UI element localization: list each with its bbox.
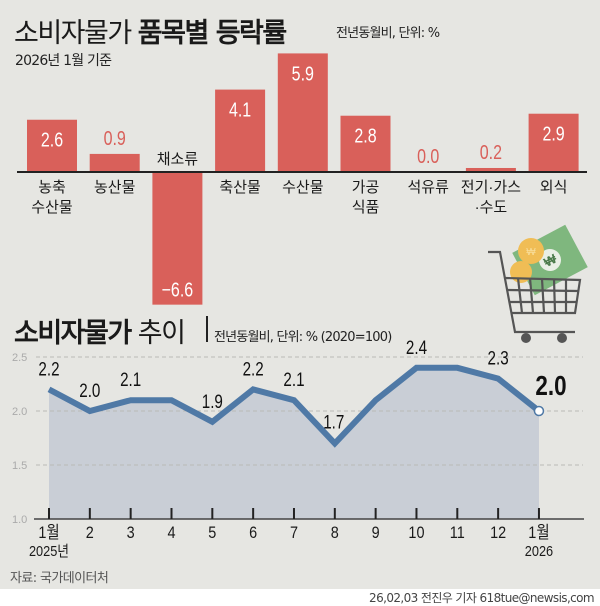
point-value-label: 2.0 — [79, 379, 100, 401]
area-fill — [49, 367, 539, 519]
x-tick-label: 1월 — [38, 523, 59, 542]
title-regular: 소비자물가 — [14, 18, 138, 49]
bar — [152, 172, 203, 305]
x-tick-label: 11 — [450, 524, 465, 542]
point-value-label: 2.3 — [488, 347, 509, 369]
category-label: 석유류 — [407, 179, 449, 196]
point-value-label: 2.4 — [406, 336, 427, 358]
x-tick-label: 4 — [167, 524, 175, 542]
category-label: 농산물 — [94, 179, 135, 196]
shopping-cart-with-money-icon: ₩ ₩ — [488, 224, 588, 343]
category-label: ·수도 — [475, 199, 508, 216]
source-note: 자료: 국가데이터처 — [10, 571, 109, 586]
bar-value-label: 2.8 — [354, 125, 376, 147]
x-tick-label: 2026 — [525, 542, 554, 559]
category-label: 가공 — [352, 179, 380, 196]
category-label: 축산물 — [219, 179, 260, 196]
y-tick-label: 2.5 — [12, 352, 27, 364]
point-value-label: 2.2 — [243, 358, 264, 380]
x-tick-label: 10 — [408, 524, 424, 542]
bar — [277, 53, 328, 172]
category-label: 농축 — [38, 179, 66, 196]
bar-value-label: 0.2 — [480, 141, 502, 163]
x-tick-label: 8 — [331, 524, 339, 542]
x-tick-label: 1월 — [528, 523, 549, 542]
section-title-regular: 추이 — [137, 318, 186, 349]
x-tick-label: 9 — [372, 524, 380, 542]
basis-note: 2026년 1월 기준 — [15, 53, 112, 69]
bar-value-label: 5.9 — [292, 63, 314, 85]
category-label: 전기·가스 — [461, 179, 521, 196]
section-subtitle: 전년동월비, 단위: % (2020=100) — [214, 330, 392, 345]
category-label: 식품 — [352, 199, 380, 216]
x-tick-label: 12 — [490, 524, 506, 542]
category-label: 외식 — [540, 179, 568, 196]
point-value-label: 1.9 — [202, 390, 223, 412]
title-bold: 품목별 등락률 — [137, 18, 287, 49]
bar-value-label: 2.9 — [542, 123, 564, 145]
x-tick-label: 5 — [208, 524, 216, 542]
category-label: 채소류 — [157, 151, 199, 168]
bar-value-label: 0.0 — [417, 145, 439, 167]
bar-value-label: 0.9 — [104, 127, 126, 149]
latest-point-marker — [533, 405, 545, 417]
x-tick-label: 7 — [290, 524, 298, 542]
section-title-bold: 소비자물가 — [14, 318, 132, 349]
bar — [27, 119, 77, 172]
coin-icon: ₩ — [510, 238, 544, 283]
bar-chart: 2.6농축수산물0.9농산물−6.6채소류4.1축산물5.9수산물2.8가공식품… — [17, 53, 587, 305]
y-tick-label: 1.0 — [12, 514, 27, 526]
bar — [340, 115, 391, 172]
bar — [465, 167, 516, 172]
x-tick-label: 2 — [86, 524, 94, 542]
page-title: 소비자물가 품목별 등락률 — [14, 11, 287, 50]
title-subtitle: 전년동월비, 단위: % — [336, 26, 440, 41]
bar-value-label: −6.6 — [162, 279, 194, 301]
bar — [528, 113, 579, 172]
bar-value-label: 2.6 — [41, 129, 63, 151]
svg-text:₩: ₩ — [526, 247, 536, 258]
y-tick-label: 2.0 — [12, 406, 27, 418]
point-value-label: 2.1 — [120, 369, 141, 391]
category-label: 수산물 — [282, 179, 323, 196]
title-divider — [206, 316, 208, 342]
section-title: 소비자물가 추이 — [14, 311, 186, 350]
bar-value-label: 4.1 — [229, 99, 251, 121]
latest-value-label: 2.0 — [535, 371, 566, 402]
credit-line: 26,02,03 전진우 기자 618tue@newsis,com — [369, 591, 595, 605]
point-value-label: 2.2 — [38, 358, 59, 380]
y-tick-label: 1.5 — [12, 460, 27, 472]
point-value-label: 2.1 — [283, 369, 304, 391]
bar — [89, 153, 140, 172]
bar — [215, 89, 266, 172]
x-tick-label: 2025년 — [29, 542, 69, 559]
x-tick-label: 3 — [127, 524, 135, 542]
trend-line — [47, 364, 541, 448]
x-tick-label: 6 — [249, 524, 257, 542]
category-label: 수산물 — [31, 199, 72, 216]
point-value-label: 1.7 — [323, 411, 344, 433]
